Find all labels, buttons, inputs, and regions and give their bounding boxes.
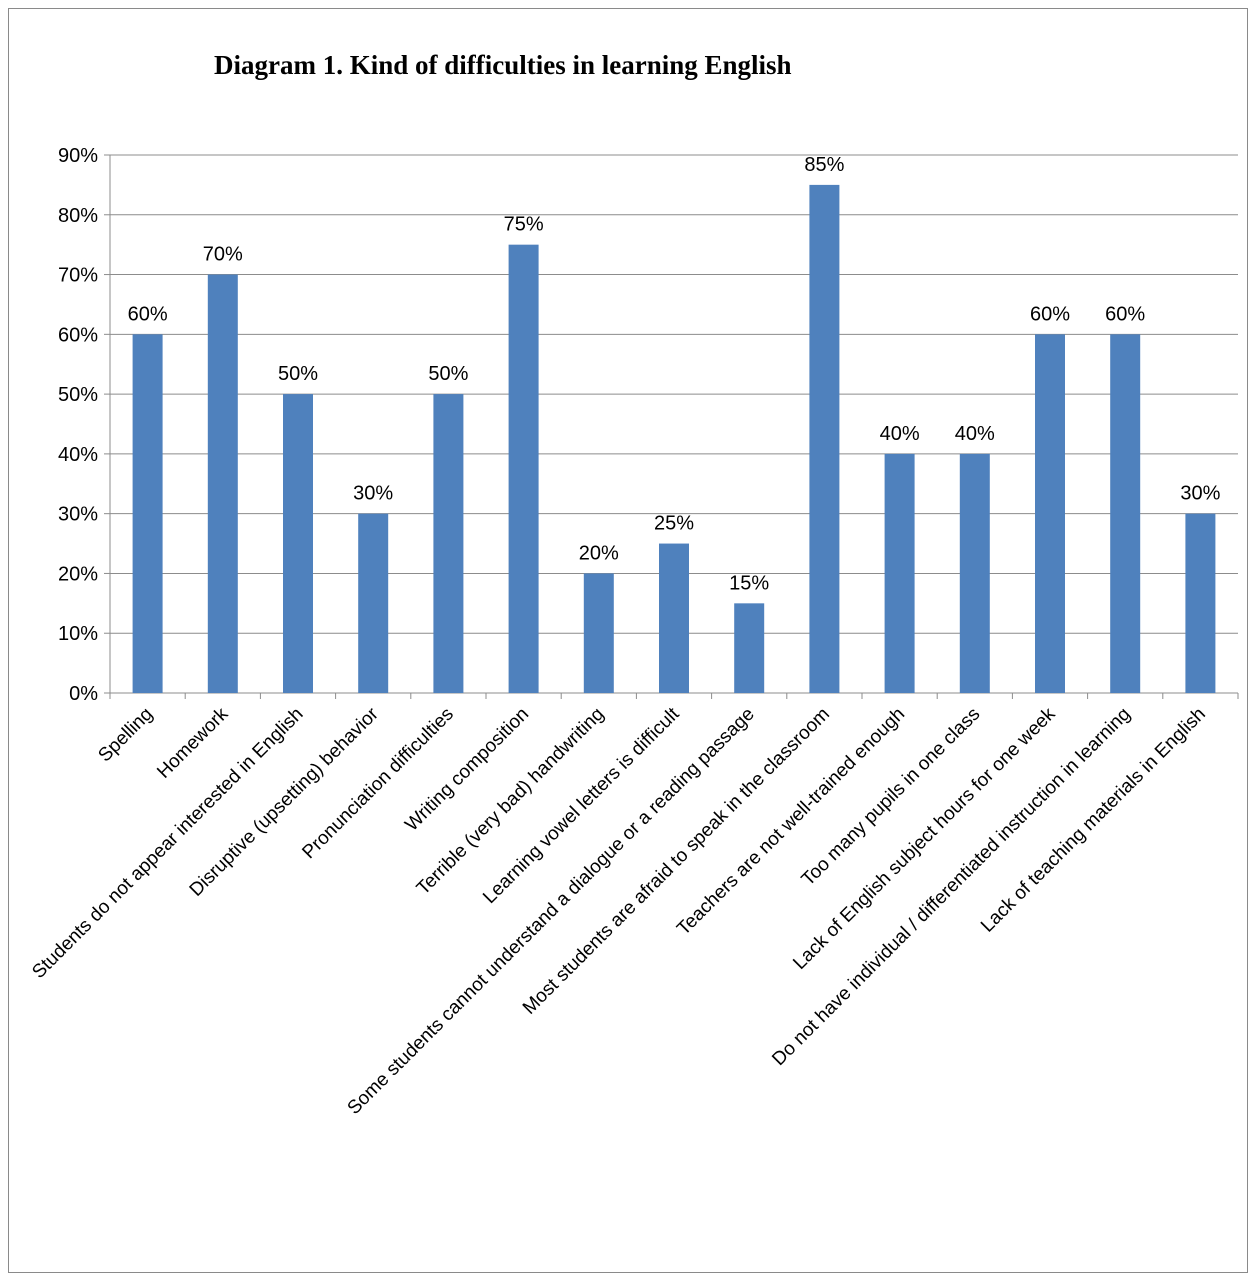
bar [508,244,539,693]
data-label: 60% [1105,303,1145,325]
y-tick-label: 40% [58,444,98,466]
data-label: 40% [880,423,920,445]
data-label: 40% [955,423,995,445]
bar [1035,334,1065,693]
bar [132,334,163,693]
bar [207,274,238,693]
bar [1110,334,1141,693]
category-label: Writing composition [401,704,533,836]
y-tick-label: 60% [58,324,98,346]
data-label: 30% [353,483,393,505]
data-label: 25% [654,513,694,535]
bar [1185,513,1216,693]
category-label: Lack of English subject hours for one we… [789,703,1060,974]
data-label: 75% [504,214,544,236]
category-label: Do not have individual / differentiated … [768,704,1134,1070]
data-label: 60% [128,303,168,325]
bar [583,573,614,693]
bar [283,394,313,693]
data-label: 50% [278,363,318,385]
bar [959,453,990,693]
data-label: 60% [1030,303,1070,325]
y-tick-label: 0% [69,683,98,705]
bar [433,394,464,693]
bar [884,453,915,693]
y-tick-label: 80% [58,205,98,227]
chart-title: Diagram 1. Kind of difficulties in learn… [214,50,792,80]
data-label: 70% [203,244,243,266]
category-label: Spelling [94,704,157,767]
y-tick-label: 70% [58,265,98,287]
y-tick-label: 50% [58,384,98,406]
bar [734,603,765,693]
y-tick-label: 90% [58,145,98,167]
bar [809,184,840,693]
data-label: 30% [1180,483,1220,505]
category-label: Homework [153,703,232,782]
bar [358,513,389,693]
y-tick-label: 20% [58,563,98,585]
data-label: 20% [579,542,619,564]
data-label: 50% [428,363,468,385]
y-tick-label: 10% [58,623,98,645]
bar [659,543,689,693]
category-label: Students do not appear interested in Eng… [28,704,307,983]
data-label: 15% [729,572,769,594]
data-label: 85% [804,154,844,176]
category-label: Pronunciation difficulties [298,704,457,863]
y-tick-label: 30% [58,504,98,526]
